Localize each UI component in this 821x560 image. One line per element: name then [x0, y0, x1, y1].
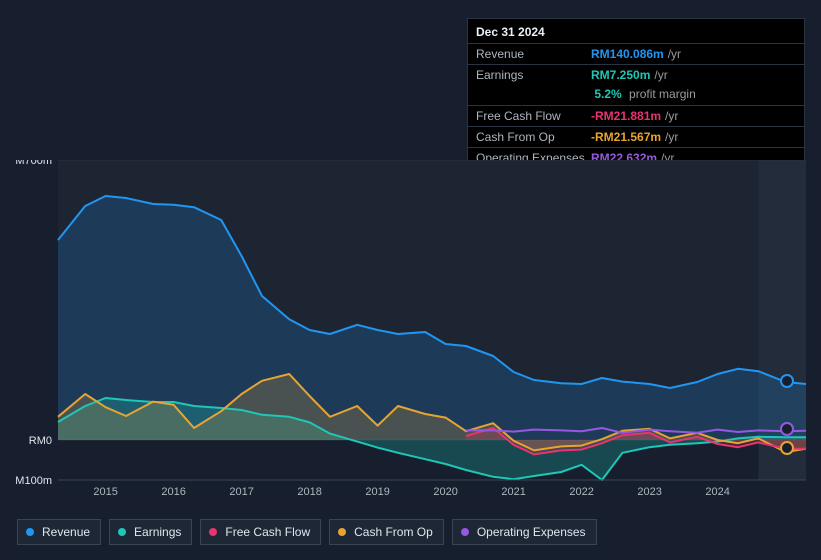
tooltip-row-cfo: Cash From Op -RM21.567m /yr: [468, 126, 804, 147]
svg-text:2021: 2021: [501, 486, 525, 498]
tooltip-unit: /yr: [665, 109, 678, 123]
svg-text:2018: 2018: [297, 486, 321, 498]
svg-text:-RM100m: -RM100m: [16, 475, 52, 487]
point-summary-tooltip: Dec 31 2024 Revenue RM140.086m /yr Earni…: [467, 18, 805, 169]
tooltip-unit: /yr: [665, 130, 678, 144]
tooltip-value: -RM21.567m: [591, 130, 661, 144]
chart-legend: Revenue Earnings Free Cash Flow Cash Fro…: [17, 519, 597, 545]
legend-label: Revenue: [42, 525, 90, 539]
tooltip-row-fcf: Free Cash Flow -RM21.881m /yr: [468, 105, 804, 126]
svg-text:2024: 2024: [705, 486, 729, 498]
svg-text:RM0: RM0: [29, 435, 52, 447]
svg-text:2016: 2016: [161, 486, 185, 498]
tooltip-row-revenue: Revenue RM140.086m /yr: [468, 43, 804, 64]
legend-item-fcf[interactable]: Free Cash Flow: [200, 519, 321, 545]
tooltip-value: -RM21.881m: [591, 109, 661, 123]
tooltip-label: Free Cash Flow: [476, 109, 591, 123]
legend-swatch: [26, 528, 34, 536]
chart-svg: RM700m RM0 -RM100m 2015 2016 2017 2018 2019 2020…: [16, 160, 806, 500]
legend-item-opex[interactable]: Operating Expenses: [452, 519, 597, 545]
legend-label: Operating Expenses: [477, 525, 586, 539]
legend-swatch: [338, 528, 346, 536]
tooltip-unit: /yr: [654, 68, 667, 82]
svg-text:2020: 2020: [433, 486, 457, 498]
legend-item-revenue[interactable]: Revenue: [17, 519, 101, 545]
tooltip-label: Revenue: [476, 47, 591, 61]
tooltip-label: Cash From Op: [476, 130, 591, 144]
tooltip-value: RM140.086m: [591, 47, 664, 61]
financial-history-chart[interactable]: RM700m RM0 -RM100m 2015 2016 2017 2018 2019 2020…: [16, 160, 806, 500]
legend-item-earnings[interactable]: Earnings: [109, 519, 192, 545]
tooltip-value: RM7.250m: [591, 68, 650, 82]
tooltip-sub-label: profit margin: [629, 87, 696, 101]
legend-label: Free Cash Flow: [225, 525, 310, 539]
tooltip-unit: /yr: [668, 47, 681, 61]
legend-label: Earnings: [134, 525, 181, 539]
tooltip-date: Dec 31 2024: [468, 19, 804, 43]
svg-text:2022: 2022: [569, 486, 593, 498]
legend-swatch: [209, 528, 217, 536]
svg-text:RM700m: RM700m: [16, 160, 52, 167]
tooltip-label: Earnings: [476, 68, 591, 82]
tooltip-row-profit-margin: 5.2% profit margin: [468, 85, 804, 105]
legend-swatch: [118, 528, 126, 536]
tooltip-sub-value: 5.2%: [594, 87, 621, 101]
svg-text:2017: 2017: [229, 486, 253, 498]
legend-swatch: [461, 528, 469, 536]
svg-text:2019: 2019: [365, 486, 389, 498]
legend-label: Cash From Op: [354, 525, 433, 539]
svg-text:2015: 2015: [93, 486, 117, 498]
svg-text:2023: 2023: [637, 486, 661, 498]
tooltip-row-earnings: Earnings RM7.250m /yr: [468, 64, 804, 85]
legend-item-cfo[interactable]: Cash From Op: [329, 519, 444, 545]
